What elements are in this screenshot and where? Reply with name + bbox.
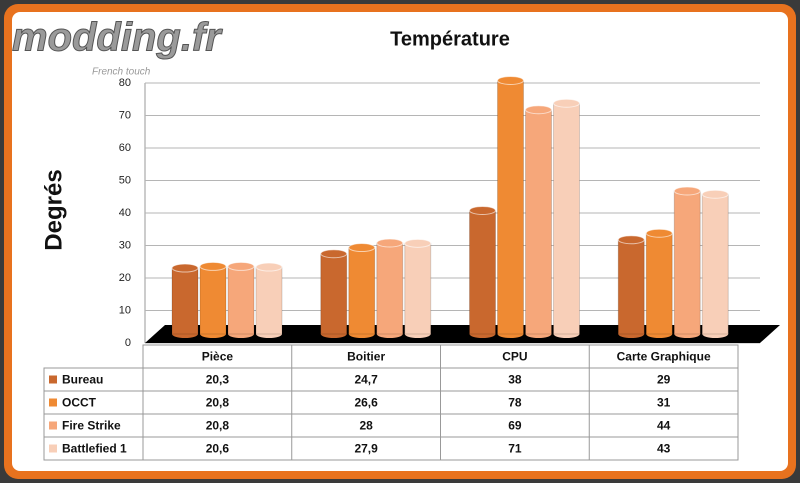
y-tick-label: 50 — [119, 174, 131, 186]
value-label: 29 — [657, 373, 671, 387]
y-tick-label: 70 — [119, 109, 131, 121]
bar — [199, 265, 227, 335]
y-tick-label: 80 — [119, 77, 131, 89]
value-label: 20,3 — [206, 373, 230, 387]
bar-cap — [255, 262, 283, 272]
value-label: 31 — [657, 396, 671, 410]
x-tick-label: Carte Graphique — [617, 350, 711, 364]
value-label: 43 — [657, 442, 671, 456]
value-label: 44 — [657, 419, 671, 433]
y-axis-label: Degrés — [40, 169, 67, 250]
value-label: 24,7 — [354, 373, 378, 387]
legend-swatch — [49, 375, 57, 384]
bar-cap — [199, 261, 227, 271]
legend-label: OCCT — [62, 396, 97, 410]
legend-label: Bureau — [62, 373, 103, 387]
y-tick-label: 0 — [125, 337, 131, 349]
value-label: 27,9 — [354, 442, 378, 456]
value-label: 38 — [508, 373, 522, 387]
watermark-subtitle: French touch — [92, 67, 151, 78]
watermark: modding.fr — [12, 16, 223, 60]
bar-cap — [525, 105, 552, 115]
bar-cap — [645, 228, 673, 238]
y-tick-label: 30 — [119, 239, 131, 251]
bar — [171, 267, 199, 335]
bar-cap — [553, 98, 580, 108]
x-tick-label: Boitier — [347, 350, 385, 364]
y-tick-label: 60 — [119, 142, 131, 154]
y-tick-label: 20 — [119, 272, 131, 284]
legend-swatch — [49, 421, 57, 430]
bar-cap — [701, 189, 729, 199]
bar — [645, 232, 673, 335]
bar — [617, 239, 645, 335]
bar-cap — [404, 238, 432, 248]
bar — [553, 102, 580, 335]
bar — [255, 266, 283, 335]
y-tick-label: 40 — [119, 207, 131, 219]
bar — [701, 193, 729, 335]
legend-label: Fire Strike — [62, 419, 121, 433]
bar-cap — [348, 243, 376, 253]
value-label: 71 — [508, 442, 522, 456]
bar — [673, 190, 701, 335]
bar — [469, 210, 496, 335]
bar-cap — [227, 261, 255, 271]
value-label: 20,6 — [206, 442, 230, 456]
bar-cap — [673, 186, 701, 196]
value-label: 20,8 — [206, 396, 230, 410]
bar-cap — [376, 238, 404, 248]
bar-cap — [497, 76, 524, 85]
x-tick-label: Pièce — [202, 350, 234, 364]
bar-cap — [171, 263, 199, 273]
bar — [404, 242, 432, 335]
value-label: 78 — [508, 396, 522, 410]
bar — [497, 80, 524, 335]
bar-cap — [617, 235, 645, 245]
bar — [525, 109, 552, 335]
legend-swatch — [49, 444, 57, 453]
bar — [320, 253, 348, 335]
legend-swatch — [49, 398, 57, 407]
bar — [376, 242, 404, 335]
y-tick-label: 10 — [119, 304, 131, 316]
bar — [227, 265, 255, 335]
value-label: 20,8 — [206, 419, 230, 433]
chart-title: Température — [390, 28, 510, 50]
bar — [348, 247, 376, 335]
value-label: 26,6 — [354, 396, 378, 410]
bar-cap — [320, 249, 348, 259]
bar-cap — [469, 206, 496, 215]
value-label: 28 — [359, 419, 373, 433]
value-label: 69 — [508, 419, 522, 433]
legend-label: Battlefied 1 — [62, 442, 127, 456]
x-tick-label: CPU — [502, 350, 527, 364]
